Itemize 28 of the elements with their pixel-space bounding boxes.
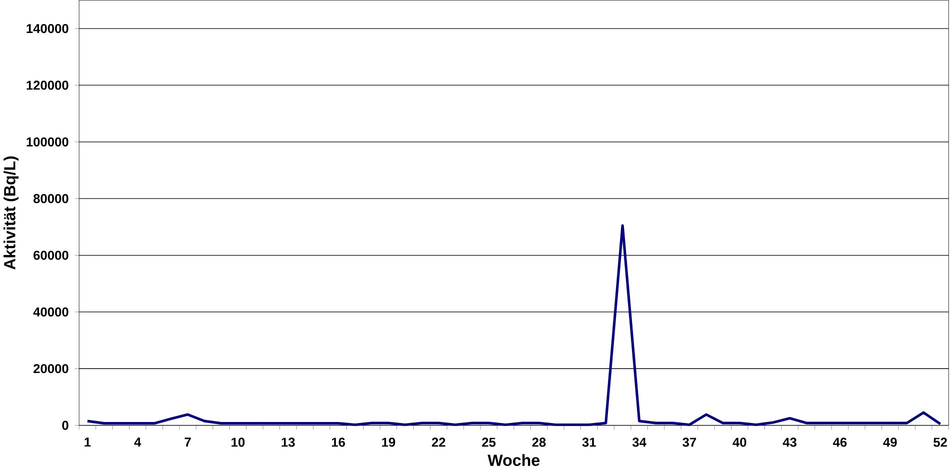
x-tick-label: 4 xyxy=(134,438,142,447)
x-tick-label: 10 xyxy=(232,438,245,447)
x-tick-label: 31 xyxy=(582,438,596,448)
x-tick-label: 40 xyxy=(732,438,746,447)
x-tick-label: 52 xyxy=(934,438,947,447)
x-tick-label: 13 xyxy=(282,438,295,448)
y-tick-label: 120000 xyxy=(26,80,68,90)
y-axis-title: Aktivität (Bq/L) xyxy=(4,156,19,270)
x-tick-label: 43 xyxy=(782,438,796,448)
y-tick-label: 100000 xyxy=(26,138,68,147)
x-tick-label: 16 xyxy=(332,438,345,447)
x-tick-label: 1 xyxy=(84,438,91,447)
x-tick-label: 25 xyxy=(482,438,496,447)
x-tick-label: 46 xyxy=(832,438,847,447)
x-tick-label: 34 xyxy=(632,438,646,448)
x-tick-label: 49 xyxy=(883,438,897,447)
x-tick-label: 37 xyxy=(682,438,696,448)
x-axis-title: Woche xyxy=(488,454,540,466)
y-tick-label: 60000 xyxy=(34,250,68,260)
x-tick-label: 7 xyxy=(184,438,191,447)
x-tick-label: 28 xyxy=(532,438,546,447)
y-tick-label: 40000 xyxy=(33,308,68,317)
y-tick-label: 80000 xyxy=(33,194,68,204)
y-tick-label: 20000 xyxy=(34,364,68,374)
x-tick-label: 22 xyxy=(432,438,446,447)
y-tick-label: 0 xyxy=(62,420,68,430)
y-tick-label: 140000 xyxy=(26,24,68,34)
x-tick-label: 19 xyxy=(382,438,396,447)
